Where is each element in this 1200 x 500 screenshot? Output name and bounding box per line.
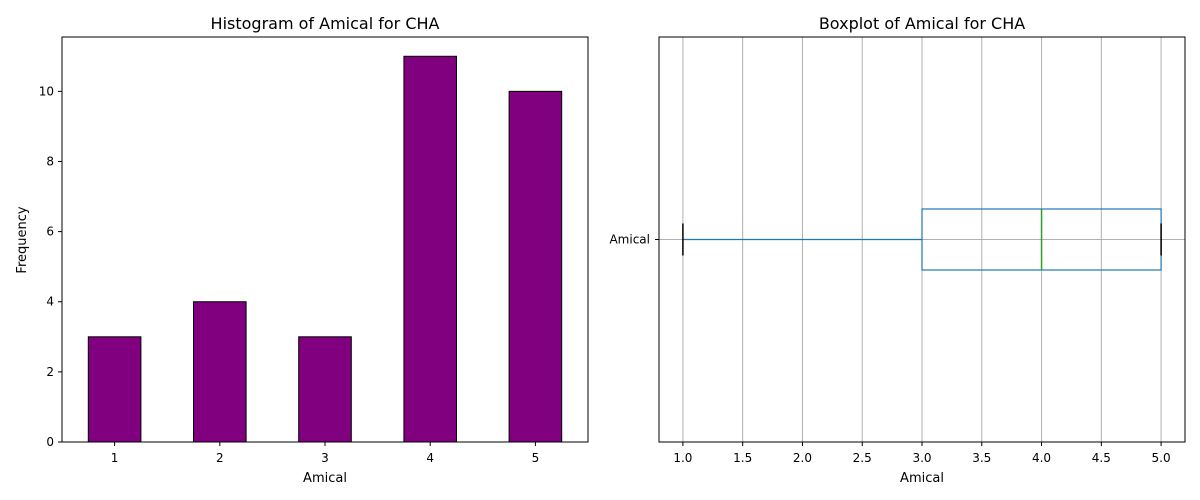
histogram-x-tick-label: 5: [532, 451, 540, 465]
boxplot-x-tick-label: 5.0: [1152, 451, 1171, 465]
histogram-bar-2: [193, 301, 247, 443]
histogram-bar-4: [403, 55, 457, 443]
histogram-bar-5: [508, 90, 563, 443]
histogram-x-tick-label: 4: [426, 451, 434, 465]
histogram-x-tick-label: 1: [111, 451, 119, 465]
boxplot-x-tick-label: 3.0: [912, 451, 931, 465]
histogram-x-tick-label: 2: [216, 451, 224, 465]
boxplot-y-tick-label: Amical: [609, 233, 650, 247]
boxplot-title: Boxplot of Amical for CHA: [819, 14, 1025, 33]
histogram-bar-1: [87, 336, 142, 443]
histogram-x-axis-label: Amical: [303, 471, 347, 486]
boxplot-x-tick-label: 3.5: [972, 451, 991, 465]
boxplot-plot-frame: [658, 36, 1186, 443]
histogram-y-tick-label: 2: [46, 365, 54, 379]
boxplot-x-axis-label: Amical: [900, 471, 944, 486]
histogram-plot-frame: [61, 36, 589, 443]
boxplot-x-tick-label: 1.0: [673, 451, 692, 465]
histogram-x-tick-label: 3: [321, 451, 329, 465]
histogram-bar-3: [298, 336, 352, 443]
histogram-y-tick-label: 4: [46, 295, 54, 309]
boxplot-chart: Boxplot of Amical for CHA 1.0 1.5 2.0 2.5 3.…: [609, 14, 1186, 486]
boxplot-x-tick-label: 1.5: [733, 451, 752, 465]
boxplot-x-tick-label: 2.0: [793, 451, 812, 465]
boxplot-x-tick-label: 4.5: [1092, 451, 1111, 465]
histogram-y-tick-label: 8: [46, 154, 54, 168]
histogram-y-tick-label: 6: [46, 225, 54, 239]
histogram-title: Histogram of Amical for CHA: [211, 14, 440, 33]
histogram-y-axis-label: Frequency: [15, 206, 30, 273]
histogram-y-tick-label: 0: [46, 435, 54, 449]
histogram-y-tick-label: 10: [39, 84, 54, 98]
boxplot-x-tick-label: 4.0: [1032, 451, 1051, 465]
boxplot-x-tick-label: 2.5: [853, 451, 872, 465]
